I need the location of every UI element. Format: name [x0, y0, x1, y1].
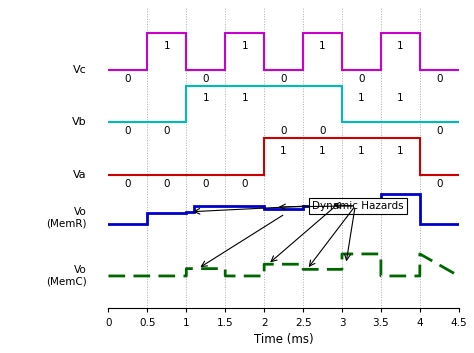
Text: 0: 0	[358, 74, 365, 84]
Text: Va: Va	[73, 170, 87, 180]
Text: 0: 0	[280, 126, 287, 137]
Text: 0: 0	[125, 74, 131, 84]
Text: 0: 0	[319, 126, 326, 137]
Text: 1: 1	[241, 94, 248, 103]
Text: 0: 0	[241, 179, 248, 189]
Text: 0: 0	[164, 126, 170, 137]
Text: 0: 0	[125, 126, 131, 137]
Text: 0: 0	[202, 74, 209, 84]
Text: Vb: Vb	[72, 117, 87, 127]
Text: 0: 0	[436, 179, 443, 189]
Text: 1: 1	[397, 41, 404, 51]
Text: 1: 1	[397, 146, 404, 156]
Text: 1: 1	[358, 146, 365, 156]
Text: Vc: Vc	[73, 65, 87, 75]
Text: 0: 0	[436, 126, 443, 137]
Text: 1: 1	[319, 41, 326, 51]
Text: 0: 0	[125, 179, 131, 189]
Text: 0: 0	[280, 74, 287, 84]
Text: 1: 1	[280, 146, 287, 156]
Text: 1: 1	[397, 94, 404, 103]
Text: Dynamic Hazards: Dynamic Hazards	[312, 201, 404, 211]
Text: 1: 1	[202, 94, 209, 103]
Text: 0: 0	[202, 179, 209, 189]
Text: 0: 0	[164, 179, 170, 189]
Text: Vo
(MemR): Vo (MemR)	[46, 207, 87, 229]
Text: 1: 1	[319, 146, 326, 156]
Text: 1: 1	[241, 41, 248, 51]
Text: 1: 1	[164, 41, 170, 51]
Text: Vo
(MemC): Vo (MemC)	[46, 265, 87, 287]
Text: 1: 1	[358, 94, 365, 103]
Text: 0: 0	[436, 74, 443, 84]
X-axis label: Time (ms): Time (ms)	[254, 333, 313, 346]
